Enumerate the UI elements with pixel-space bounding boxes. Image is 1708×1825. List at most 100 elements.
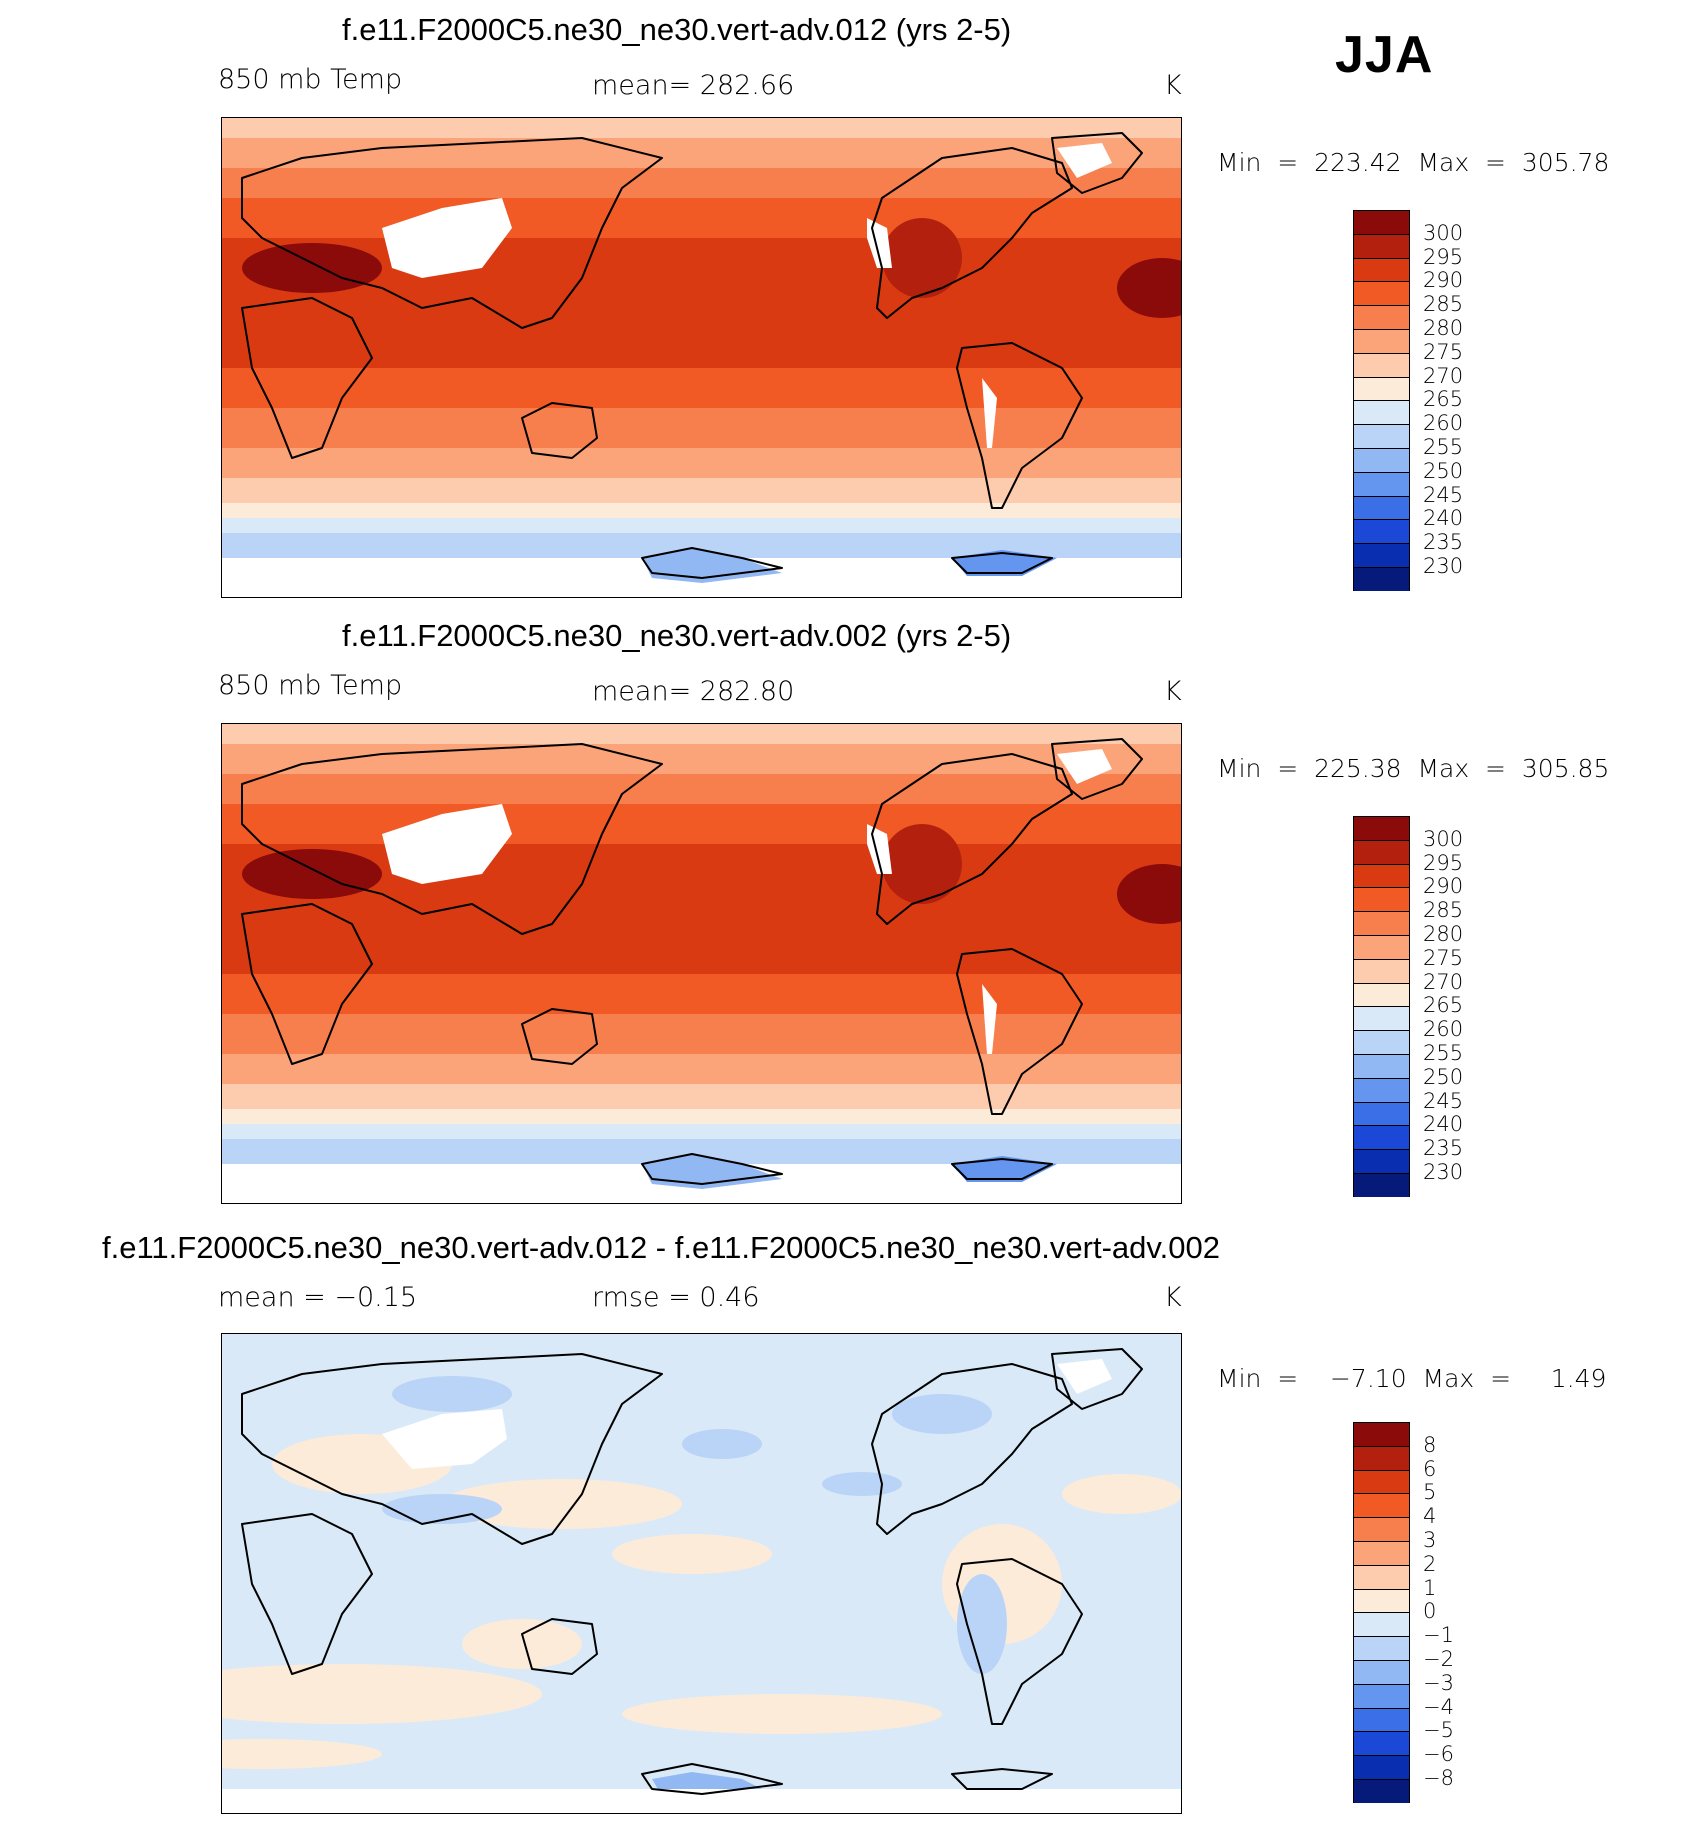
colorbar-swatch: [1353, 447, 1410, 472]
colorbar-swatch: [1353, 1683, 1410, 1708]
masked-terrain: [382, 1409, 507, 1469]
colorbar-tick-label: 245: [1423, 482, 1464, 507]
colorbar-swatch: [1353, 471, 1410, 496]
cool-anomaly: [382, 1494, 502, 1524]
coastline: [951, 1158, 1053, 1180]
colorbar-tick-label: 285: [1423, 292, 1464, 317]
mean-label: mean= 282.80: [592, 676, 795, 707]
colorbar-tick-label: 275: [1423, 945, 1464, 970]
colorbar-tick-label: 270: [1423, 969, 1464, 994]
rmse-label: rmse = 0.46: [592, 1282, 760, 1313]
colorbar-tick-label: 240: [1423, 1112, 1464, 1137]
colorbar-swatch: [1353, 1659, 1410, 1684]
colorbar-tick-label: 295: [1423, 244, 1464, 269]
colorbar-swatch: [1353, 1731, 1410, 1756]
colorbar-tick-label: −2: [1423, 1647, 1454, 1671]
coastline: [956, 1558, 1083, 1725]
coastline: [951, 1768, 1053, 1790]
coastline: [241, 903, 373, 1065]
coastline: [521, 1008, 598, 1065]
colorbar-swatch: [1353, 887, 1410, 912]
colorbar-tick-label: 255: [1423, 435, 1464, 459]
units-label: K: [1164, 70, 1182, 101]
difference-map: [222, 1334, 1181, 1813]
coastline: [521, 1618, 598, 1675]
temperature-band: [222, 118, 1181, 138]
colorbar-swatch: [1353, 1612, 1410, 1637]
colorbar-tick-label: 3: [1423, 1528, 1437, 1552]
temperature-band: [222, 724, 1181, 744]
colorbar-tick-label: 300: [1423, 826, 1464, 851]
coastline: [1051, 738, 1143, 800]
masked-terrain: [382, 804, 512, 884]
field-label: 850 mb Temp: [218, 670, 403, 701]
colorbar-swatch: [1353, 1053, 1410, 1078]
colorbar-tick-label: 265: [1423, 993, 1464, 1018]
colorbar-tick-label: −8: [1423, 1766, 1454, 1790]
temperature-band: [222, 774, 1181, 804]
colorbar-swatch: [1353, 495, 1410, 520]
temperature-map: [222, 118, 1181, 597]
colorbar-swatch: [1353, 1588, 1410, 1613]
colorbar-tick-label: 0: [1423, 1599, 1437, 1624]
temperature-band: [222, 448, 1181, 478]
colorbar-swatch: [1353, 1077, 1410, 1102]
colorbar-swatch: [1353, 376, 1410, 401]
units-label: K: [1164, 1282, 1182, 1313]
hot-region: [1117, 258, 1181, 318]
colorbar-tick-label: 250: [1423, 1064, 1464, 1089]
hot-region: [1117, 864, 1181, 924]
diff-mean-label: mean = −0.15: [218, 1282, 418, 1313]
panel-title: f.e11.F2000C5.ne30_ne30.vert-adv.002 (yr…: [342, 618, 1012, 653]
temperature-band: [222, 1124, 1181, 1139]
units-label: K: [1164, 676, 1182, 707]
colorbar-swatch: [1353, 543, 1410, 567]
coastline: [521, 402, 598, 459]
colorbar-swatch: [1353, 519, 1410, 544]
colorbar-swatch: [1353, 1493, 1410, 1518]
colorbar-swatch: [1353, 1422, 1410, 1446]
colorbar-tick-label: 270: [1423, 363, 1464, 388]
cool-anomaly: [822, 1472, 902, 1496]
colorbar-swatch: [1353, 257, 1410, 282]
coastline: [241, 743, 663, 935]
temperature-band: [222, 238, 1181, 368]
colorbar-tick-label: −6: [1423, 1742, 1454, 1767]
colorbar-tick-label: −4: [1423, 1694, 1454, 1719]
temperature-map: [222, 724, 1181, 1203]
colorbar-swatch: [1353, 210, 1410, 234]
colorbar-swatch: [1353, 1517, 1410, 1541]
warm-anomaly: [222, 1739, 382, 1769]
temperature-band: [222, 518, 1181, 533]
temperature-band: [222, 168, 1181, 198]
coastline: [241, 1353, 663, 1545]
hot-region: [882, 824, 962, 904]
temperature-band: [222, 1014, 1181, 1054]
colorbar-tick-label: 6: [1423, 1456, 1437, 1481]
warm-anomaly: [612, 1534, 772, 1574]
min-max-label: Min = −7.10 Max = 1.49: [1217, 1364, 1607, 1393]
colorbar-tick-label: 280: [1423, 922, 1464, 946]
colorbar: 8 6 5 4 3 2 1 0 −1 −2 −3 −4 −5 −6 −8: [1353, 1422, 1454, 1803]
colorbar-swatch: [1353, 233, 1410, 258]
colorbar-swatch: [1353, 1172, 1410, 1197]
colorbar-tick-label: 1: [1423, 1575, 1437, 1600]
colorbar-tick-label: 230: [1423, 554, 1464, 578]
colorbar-tick-label: −3: [1423, 1670, 1454, 1695]
colorbar-swatch: [1353, 1707, 1410, 1732]
coastline: [956, 948, 1083, 1115]
masked-terrain: [982, 984, 997, 1054]
hot-region: [882, 218, 962, 298]
coastline: [641, 1763, 783, 1795]
colorbar-swatch: [1353, 1778, 1410, 1803]
masked-terrain: [1057, 1359, 1112, 1394]
masked-terrain: [1057, 143, 1112, 178]
colorbar-swatch: [1353, 1755, 1410, 1779]
map-plot: [221, 117, 1182, 598]
colorbar-swatch: [1353, 400, 1410, 425]
warm-anomaly: [622, 1694, 942, 1734]
colorbar-tick-label: 285: [1423, 898, 1464, 923]
colorbar-swatch: [1353, 816, 1410, 840]
colorbar-swatch: [1353, 352, 1410, 377]
temperature-band: [222, 974, 1181, 1014]
